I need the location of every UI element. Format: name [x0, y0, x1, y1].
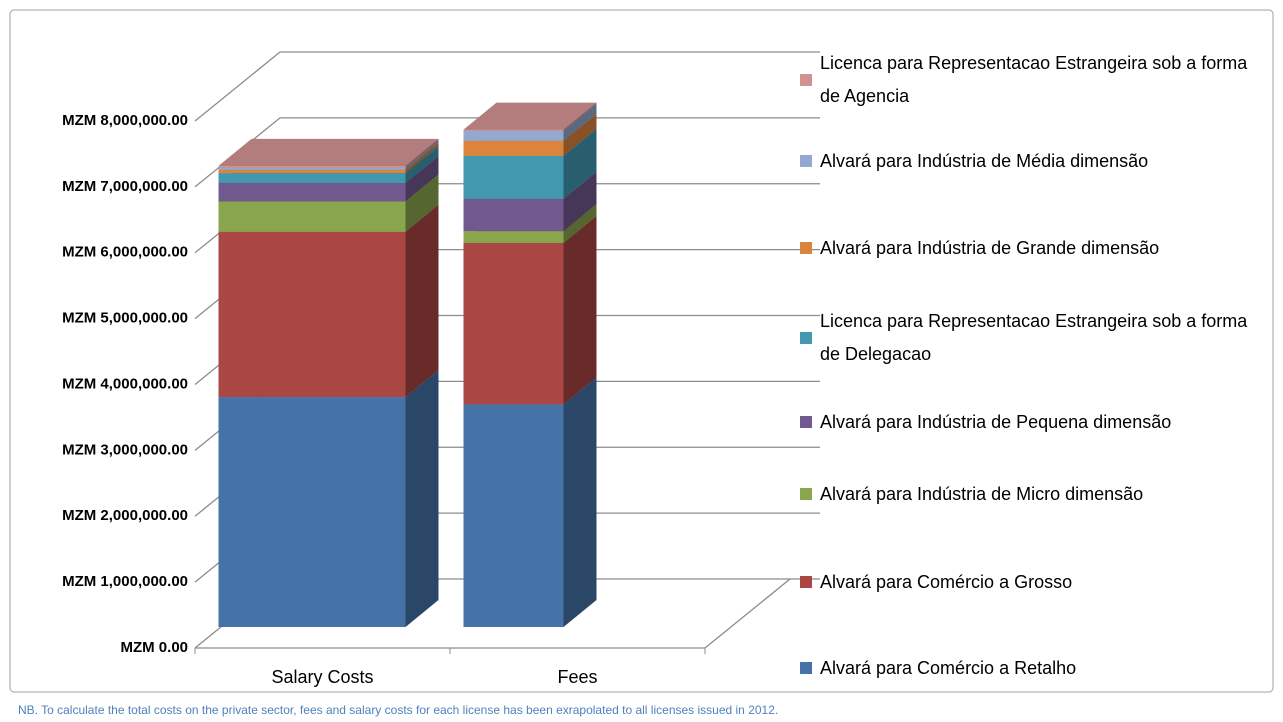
legend-swatch [800, 488, 812, 500]
legend-label: Alvará para Indústria de Média dimensão [820, 150, 1149, 171]
bar-side [405, 146, 439, 184]
legend-label: Licenca para Representacao Estrangeira s… [820, 53, 1248, 106]
bar-front [218, 173, 406, 184]
bar-side [405, 370, 439, 627]
bar-side [405, 138, 439, 168]
bar-side [563, 204, 597, 243]
bar-front [463, 231, 564, 243]
bar-front [463, 130, 564, 141]
legend-item: Alvará para Indústria de Pequena dimensã… [800, 406, 1270, 439]
x-tick-label: Fees [557, 667, 597, 687]
y-tick-label: MZM 2,000,000.00 [62, 507, 188, 524]
legend-item: Licenca para Representacao Estrangeira s… [800, 47, 1270, 113]
bar-side [405, 140, 439, 170]
legend-swatch [800, 416, 812, 428]
y-tick-label: MZM 8,000,000.00 [62, 112, 188, 129]
y-tick-label: MZM 3,000,000.00 [62, 441, 188, 458]
y-tick-label: MZM 7,000,000.00 [62, 178, 188, 195]
bar-side [405, 174, 439, 232]
bar-front [218, 201, 406, 232]
legend-swatch [800, 662, 812, 674]
legend-label: Licenca para Representacao Estrangeira s… [820, 311, 1248, 364]
bar-top [218, 138, 439, 166]
legend-item: Alvará para Comércio a Retalho [800, 652, 1270, 685]
bar-segment [218, 138, 439, 168]
bar-front [218, 231, 406, 398]
bar-segment [463, 102, 597, 131]
bar-segment [463, 377, 597, 627]
grid-line [194, 51, 820, 122]
legend-item: Alvará para Indústria de Grande dimensão [800, 232, 1270, 265]
bar-segment [463, 215, 597, 405]
legend-swatch [800, 576, 812, 588]
bar-side [563, 377, 597, 627]
footnote: NB. To calculate the total costs on the … [18, 703, 779, 717]
bar-front [218, 169, 406, 174]
legend-swatch [800, 332, 812, 344]
bar-front [463, 404, 564, 627]
y-tick-label: MZM 1,000,000.00 [62, 573, 188, 590]
chart-border [9, 9, 1274, 693]
bar-side [563, 128, 597, 199]
bar-side [405, 142, 439, 174]
bar-side [405, 156, 439, 202]
legend-item: Alvará para Comércio a Grosso [800, 566, 1270, 599]
bar-front [463, 242, 564, 405]
bar-side [405, 204, 439, 398]
bar-front [218, 167, 406, 170]
y-tick-label: MZM 0.00 [120, 639, 188, 656]
bar-segment [218, 370, 439, 627]
legend-label: Alvará para Indústria de Micro dimensão [820, 483, 1144, 504]
legend-swatch [800, 74, 812, 86]
bar-front [218, 165, 406, 168]
y-tick-label: MZM 5,000,000.00 [62, 310, 188, 327]
bar-front [463, 155, 564, 199]
legend-label: Alvará para Indústria de Pequena dimensã… [820, 411, 1172, 432]
legend-item: Alvará para Indústria de Média dimensão [800, 145, 1270, 178]
bar-front [218, 183, 406, 202]
legend-label: Alvará para Indústria de Grande dimensão [820, 237, 1160, 258]
bar-side [563, 102, 597, 131]
legend-label: Alvará para Comércio a Retalho [820, 657, 1077, 678]
bar-top [463, 102, 597, 130]
y-tick-label: MZM 6,000,000.00 [62, 244, 188, 261]
bar-front [463, 198, 564, 232]
bar-side [563, 113, 597, 156]
bar-segment [218, 204, 439, 398]
bar-front [218, 397, 406, 627]
legend-item: Alvará para Indústria de Micro dimensão [800, 478, 1270, 511]
bar-front [463, 129, 564, 131]
legend-swatch [800, 242, 812, 254]
legend-swatch [800, 155, 812, 167]
legend-label: Alvará para Comércio a Grosso [820, 571, 1073, 592]
y-tick-label: MZM 4,000,000.00 [62, 375, 188, 392]
bar-front [463, 140, 564, 156]
bar-side [563, 171, 597, 232]
bar-side [563, 103, 597, 141]
bar-side [563, 215, 597, 405]
legend-item: Licenca para Representacao Estrangeira s… [800, 305, 1270, 371]
x-tick-label: Salary Costs [271, 667, 373, 687]
